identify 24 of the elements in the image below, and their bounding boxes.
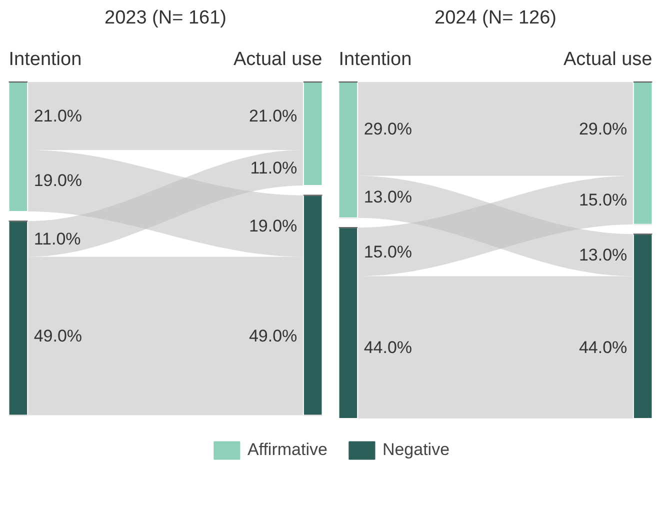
text: 2023 (N= 161) bbox=[104, 8, 226, 28]
data-label: 44.0% bbox=[578, 338, 628, 357]
data-label: 29.0% bbox=[364, 119, 412, 138]
data-label: 15.0% bbox=[364, 242, 412, 262]
category-label: Actual use bbox=[234, 48, 322, 70]
text: Affirmative bbox=[247, 440, 328, 460]
text: 11.0% bbox=[250, 158, 298, 178]
data-label: 21.0% bbox=[34, 106, 82, 126]
category-label: Intention bbox=[8, 48, 82, 70]
text: 2024 (N= 126) bbox=[434, 8, 556, 28]
text: 49.0% bbox=[34, 326, 82, 346]
text: 19.0% bbox=[34, 171, 82, 190]
text: 21.0% bbox=[248, 106, 298, 126]
data-label: 49.0% bbox=[248, 326, 298, 346]
text: 29.0% bbox=[578, 119, 628, 138]
text: Negative bbox=[382, 440, 450, 460]
data-label: 13.0% bbox=[578, 246, 628, 265]
text: 15.0% bbox=[578, 190, 628, 210]
data-label: 11.0% bbox=[34, 229, 81, 248]
category-label: Intention bbox=[338, 48, 412, 70]
text: 13.0% bbox=[364, 187, 412, 206]
data-label: 19.0% bbox=[248, 216, 298, 236]
category-label: Actual use bbox=[564, 48, 652, 70]
text: 44.0% bbox=[364, 338, 412, 357]
